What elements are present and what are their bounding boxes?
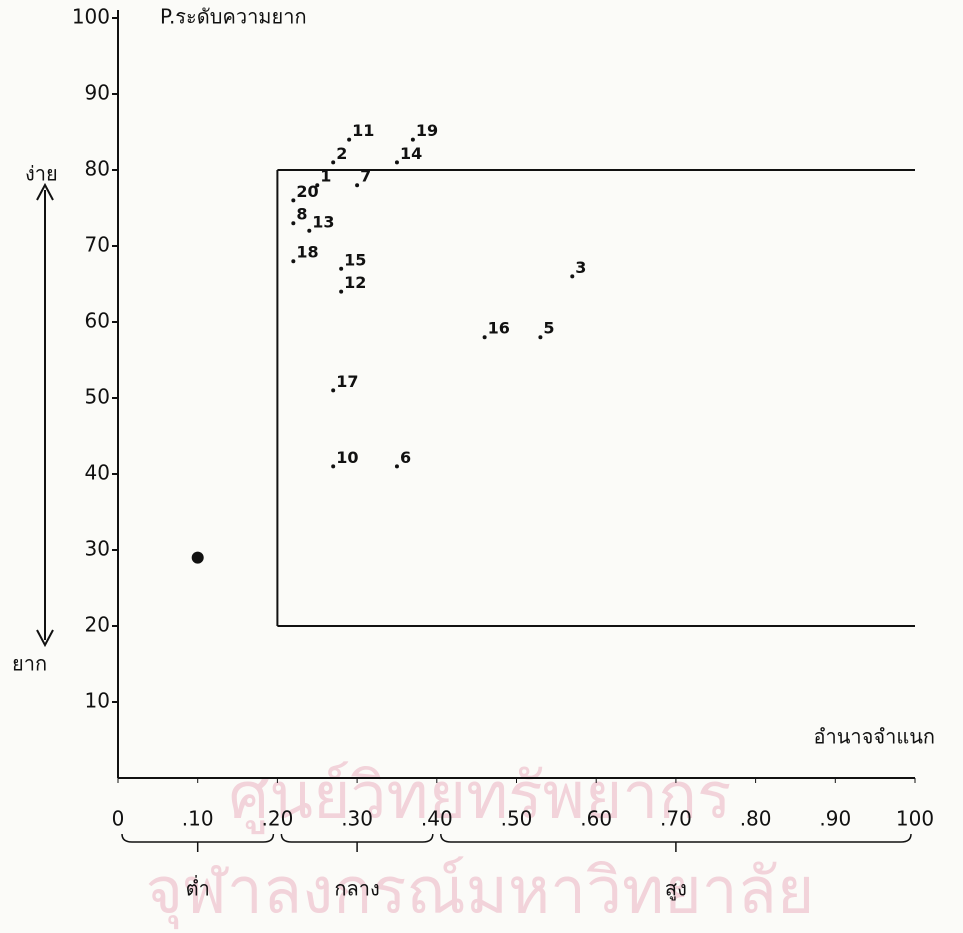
point xyxy=(347,138,351,142)
point xyxy=(395,464,399,468)
point xyxy=(483,335,487,339)
chart: ศูนย์วิทยทรัพยากร จุฬาลงกรณ์มหาวิทยาลัย … xyxy=(0,0,963,933)
point xyxy=(339,290,343,294)
range-bracket xyxy=(441,834,911,852)
x-tick-label: .40 xyxy=(421,807,453,831)
point-label: 17 xyxy=(336,372,358,391)
point-label: 19 xyxy=(416,121,438,140)
hard-label: ยาก xyxy=(12,652,47,676)
point xyxy=(192,552,204,564)
point xyxy=(307,229,311,233)
y-tick-label: 60 xyxy=(85,309,110,333)
y-tick-label: 90 xyxy=(85,81,110,105)
point xyxy=(570,274,574,278)
range-bracket xyxy=(122,834,273,852)
y-tick-label: 10 xyxy=(85,689,110,713)
point xyxy=(315,183,319,187)
point-label: 8 xyxy=(296,205,307,224)
point-label: 10 xyxy=(336,448,358,467)
x-tick-label: .20 xyxy=(261,807,293,831)
point xyxy=(538,335,542,339)
point-label: 14 xyxy=(400,144,422,163)
point-label: 20 xyxy=(296,182,318,201)
y-tick-label: 30 xyxy=(85,537,110,561)
point xyxy=(395,160,399,164)
x-tick-label: .60 xyxy=(580,807,612,831)
point-label: 13 xyxy=(312,212,334,231)
x-tick-label: .80 xyxy=(740,807,772,831)
range-bracket xyxy=(281,834,432,852)
point-label: 18 xyxy=(296,243,318,262)
point-label: 7 xyxy=(360,167,371,186)
y-tick-label: 80 xyxy=(85,157,110,181)
y-tick-label: 100 xyxy=(72,5,110,29)
x-tick-label: .50 xyxy=(501,807,533,831)
easy-label: ง่าย xyxy=(25,162,58,186)
range-label: สูง xyxy=(665,877,687,902)
y-tick-label: 50 xyxy=(85,385,110,409)
point xyxy=(291,198,295,202)
point xyxy=(339,267,343,271)
point-label: 1 xyxy=(320,167,331,186)
point-label: 12 xyxy=(344,273,366,292)
point-label: 16 xyxy=(488,319,510,338)
watermark: ศูนย์วิทยทรัพยากร xyxy=(229,760,732,835)
point xyxy=(355,183,359,187)
x-tick-label: .70 xyxy=(660,807,692,831)
y-tick-label: 70 xyxy=(85,233,110,257)
point-label: 11 xyxy=(352,121,374,140)
point xyxy=(411,138,415,142)
point-label: 6 xyxy=(400,448,411,467)
point xyxy=(291,221,295,225)
point-label: 2 xyxy=(336,144,347,163)
range-label: กลาง xyxy=(334,877,379,901)
x-tick-label: 100 xyxy=(896,807,934,831)
point-label: 3 xyxy=(575,258,586,277)
y-tick-label: 40 xyxy=(85,461,110,485)
x-tick-label: .90 xyxy=(819,807,851,831)
x-tick-label: .30 xyxy=(341,807,373,831)
x-tick-label: .10 xyxy=(182,807,214,831)
range-label: ต่ำ xyxy=(186,875,210,901)
watermark: จุฬาลงกรณ์มหาวิทยาลัย xyxy=(146,855,815,930)
x-axis-title: อำนาจจำแนก xyxy=(814,725,935,749)
point xyxy=(331,464,335,468)
point xyxy=(331,160,335,164)
point xyxy=(331,388,335,392)
x-tick-label: 0 xyxy=(112,807,125,831)
point-label: 5 xyxy=(543,319,554,338)
y-axis-title: P.ระดับความยาก xyxy=(160,5,307,29)
point-label: 15 xyxy=(344,250,366,269)
y-tick-label: 20 xyxy=(85,613,110,637)
point xyxy=(291,259,295,263)
